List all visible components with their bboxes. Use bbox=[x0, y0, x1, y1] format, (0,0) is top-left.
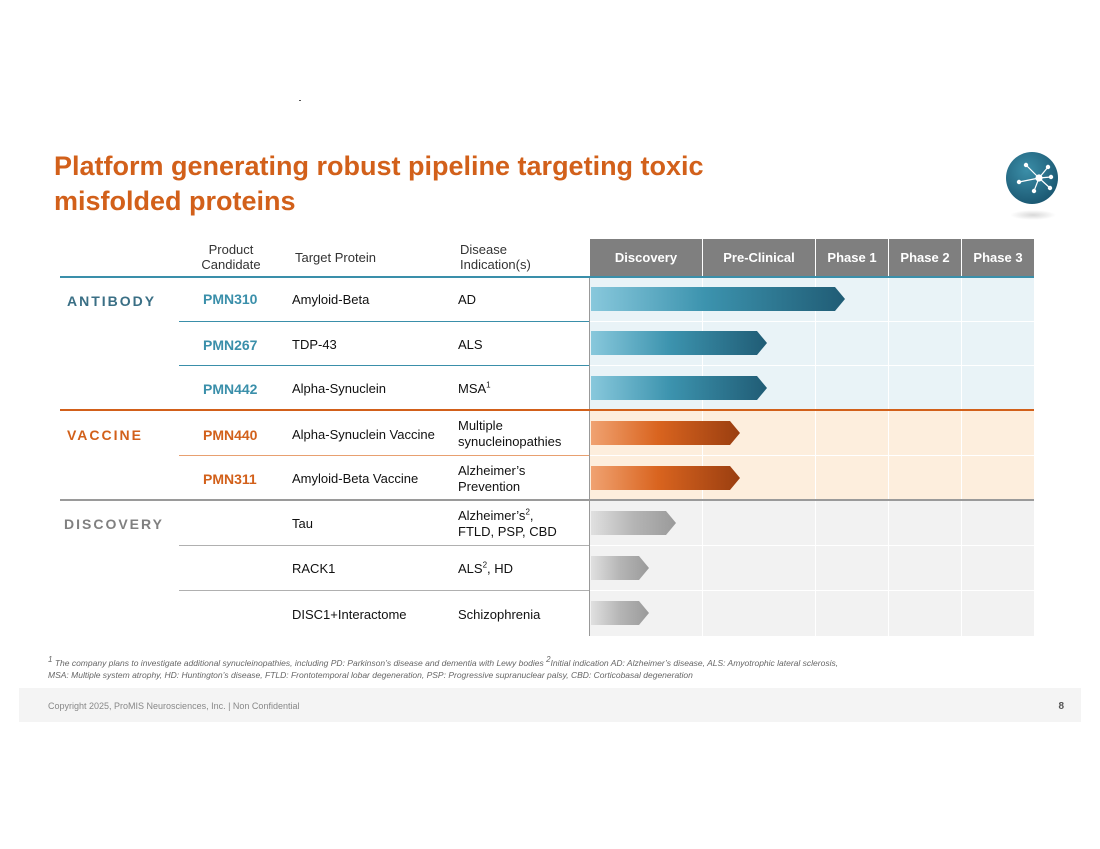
vaccine-top-line bbox=[60, 409, 1034, 411]
row-separator bbox=[179, 455, 589, 456]
candidate-pmn267: PMN267 bbox=[203, 337, 258, 353]
header-target-protein: Target Protein bbox=[295, 250, 376, 265]
phase-header-phase3: Phase 3 bbox=[962, 239, 1034, 276]
row-separator bbox=[179, 365, 589, 366]
progress-bar-pmn442 bbox=[591, 376, 767, 400]
discovery-top-line bbox=[60, 499, 1034, 501]
candidate-pmn442: PMN442 bbox=[203, 381, 258, 397]
phase-header-preclinical: Pre-Clinical bbox=[703, 239, 815, 276]
progress-bar-pmn440 bbox=[591, 421, 740, 445]
row-divider bbox=[590, 590, 1034, 591]
indication-text: FTLD, PSP, CBD bbox=[458, 524, 557, 539]
footnote-marker: 1 bbox=[48, 655, 53, 665]
network-node-icon bbox=[1006, 152, 1058, 204]
row-divider bbox=[590, 321, 1034, 322]
disease-indication: Multiple synucleinopathies bbox=[458, 418, 562, 449]
disease-indication: ALS bbox=[458, 337, 483, 352]
header-disease-indication: Disease Indication(s) bbox=[460, 242, 531, 272]
disease-indication: ALS2, HD bbox=[458, 561, 513, 577]
phase-divider bbox=[888, 277, 889, 636]
footnote: 1 The company plans to investigate addit… bbox=[48, 655, 1048, 681]
stray-dot bbox=[299, 100, 301, 101]
target-protein: DISC1+Interactome bbox=[292, 607, 407, 622]
footnote-marker: 2 bbox=[546, 655, 551, 665]
phase-header-phase2: Phase 2 bbox=[889, 239, 961, 276]
footer-band bbox=[19, 688, 1081, 722]
disease-indication: AD bbox=[458, 292, 477, 307]
target-protein: Alpha-Synuclein bbox=[292, 381, 386, 396]
indication-text: Alzheimer’s bbox=[458, 508, 526, 523]
footnote-text: Initial indication AD: Alzheimer’s disea… bbox=[550, 658, 839, 668]
page-title: Platform generating robust pipeline targ… bbox=[54, 151, 704, 216]
target-protein: Amyloid-Beta Vaccine bbox=[292, 471, 419, 486]
target-protein: Tau bbox=[292, 516, 313, 531]
row-separator bbox=[179, 321, 589, 322]
group-label-vaccine: VACCINE bbox=[67, 427, 143, 443]
table-separator bbox=[589, 277, 590, 636]
row-divider bbox=[590, 545, 1034, 546]
progress-bar-disc1-interactome bbox=[591, 601, 649, 625]
footnote-ref: 2 bbox=[525, 507, 530, 517]
phase-header-phase1: Phase 1 bbox=[816, 239, 888, 276]
row-divider bbox=[590, 455, 1034, 456]
disease-indication: Alzheimer’s2, FTLD, PSP, CBD bbox=[458, 508, 557, 540]
disease-indication: MSA1 bbox=[458, 381, 491, 397]
progress-bar-pmn310 bbox=[591, 287, 845, 311]
progress-bar-tau bbox=[591, 511, 676, 535]
indication-text: , bbox=[529, 508, 534, 523]
target-protein: Alpha-Synuclein Vaccine bbox=[292, 427, 435, 442]
copyright: Copyright 2025, ProMIS Neurosciences, In… bbox=[48, 701, 300, 711]
row-divider bbox=[590, 365, 1034, 366]
progress-bar-pmn311 bbox=[591, 466, 740, 490]
target-protein: TDP-43 bbox=[292, 337, 337, 352]
disease-indication: Schizophrenia bbox=[458, 607, 541, 622]
phase-divider bbox=[815, 277, 816, 636]
group-label-discovery: DISCOVERY bbox=[64, 516, 164, 532]
candidate-pmn311: PMN311 bbox=[203, 471, 257, 487]
progress-bar-rack1 bbox=[591, 556, 649, 580]
footnote-ref: 2 bbox=[482, 560, 488, 570]
progress-bar-pmn267 bbox=[591, 331, 767, 355]
group-label-antibody: ANTIBODY bbox=[67, 293, 157, 309]
candidate-pmn440: PMN440 bbox=[203, 427, 258, 443]
phase-header-discovery: Discovery bbox=[590, 239, 702, 276]
row-separator bbox=[179, 590, 589, 591]
indication-text: , HD bbox=[487, 561, 514, 576]
header-product-candidate: Product Candidate bbox=[201, 242, 261, 272]
candidate-pmn310: PMN310 bbox=[203, 291, 258, 307]
page-number: 8 bbox=[1058, 701, 1064, 712]
logo-shadow bbox=[1010, 210, 1056, 220]
footnote-text: MSA: Multiple system atrophy, HD: Huntin… bbox=[48, 670, 693, 680]
disease-indication: Alzheimer’s Prevention bbox=[458, 463, 526, 494]
row-separator bbox=[179, 545, 589, 546]
phase-divider bbox=[961, 277, 962, 636]
indication-text: MSA bbox=[458, 381, 487, 396]
footnote-ref: 1 bbox=[486, 380, 491, 390]
target-protein: RACK1 bbox=[292, 561, 336, 576]
antibody-top-line bbox=[60, 276, 1034, 278]
footnote-text: The company plans to investigate additio… bbox=[52, 658, 547, 668]
indication-text: ALS bbox=[458, 561, 483, 576]
phase-divider bbox=[702, 277, 703, 636]
target-protein: Amyloid-Beta bbox=[292, 292, 370, 307]
